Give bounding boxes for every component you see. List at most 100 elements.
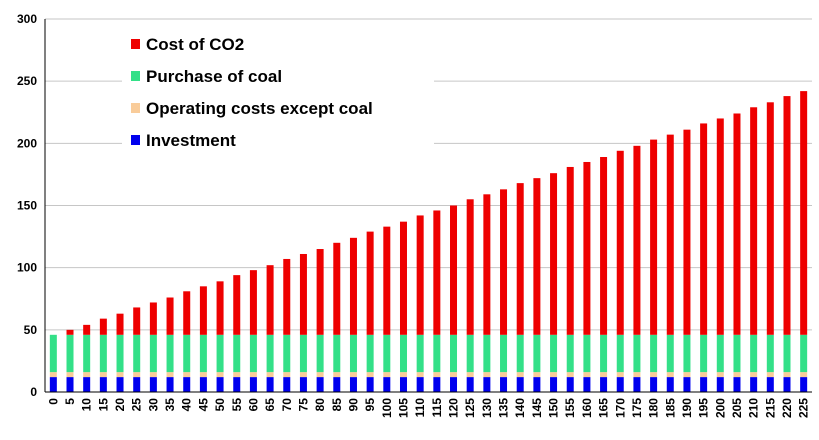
bar-cost-of-co2-100 — [383, 226, 391, 335]
x-tick-label-220: 220 — [780, 398, 794, 418]
bar-investment-185 — [666, 377, 674, 392]
bar-operating-costs-except-coal-135 — [500, 372, 508, 378]
bar-operating-costs-except-coal-50 — [216, 372, 224, 378]
bar-purchase-of-coal-30 — [149, 334, 157, 373]
bar-operating-costs-except-coal-115 — [433, 372, 441, 378]
bar-operating-costs-except-coal-145 — [533, 372, 541, 378]
bar-operating-costs-except-coal-105 — [399, 372, 407, 378]
y-tick-label-100: 100 — [17, 261, 37, 275]
bar-cost-of-co2-15 — [99, 318, 107, 335]
bar-cost-of-co2-205 — [733, 113, 741, 335]
legend-swatch-cost-of-co2 — [131, 39, 140, 49]
y-tick-label-0: 0 — [30, 385, 37, 399]
x-tick-label-40: 40 — [180, 398, 194, 412]
x-tick-label-110: 110 — [413, 398, 427, 418]
x-tick-label-55: 55 — [230, 398, 244, 412]
bar-cost-of-co2-30 — [149, 302, 157, 335]
bar-cost-of-co2-105 — [399, 221, 407, 335]
bar-cost-of-co2-10 — [83, 324, 91, 335]
bar-operating-costs-except-coal-80 — [316, 372, 324, 378]
bar-cost-of-co2-220 — [783, 96, 791, 335]
bar-cost-of-co2-175 — [633, 145, 641, 335]
legend-background — [122, 24, 434, 158]
bar-investment-190 — [683, 377, 691, 392]
bar-purchase-of-coal-0 — [49, 334, 57, 373]
bar-operating-costs-except-coal-205 — [733, 372, 741, 378]
bar-operating-costs-except-coal-120 — [450, 372, 458, 378]
x-tick-label-195: 195 — [697, 398, 711, 418]
x-tick-label-215: 215 — [763, 398, 777, 418]
y-tick-label-50: 50 — [24, 323, 38, 337]
bar-cost-of-co2-225 — [800, 91, 808, 335]
bar-operating-costs-except-coal-215 — [766, 372, 774, 378]
x-tick-label-65: 65 — [263, 398, 277, 412]
bar-cost-of-co2-120 — [450, 205, 458, 335]
bar-cost-of-co2-200 — [716, 118, 724, 335]
bar-operating-costs-except-coal-70 — [283, 372, 291, 378]
bar-purchase-of-coal-170 — [616, 334, 624, 373]
bar-cost-of-co2-170 — [616, 150, 624, 335]
bar-cost-of-co2-215 — [766, 102, 774, 335]
legend-swatch-purchase-of-coal — [131, 71, 140, 81]
bar-purchase-of-coal-45 — [199, 334, 207, 373]
y-tick-label-300: 300 — [17, 12, 37, 26]
bar-investment-80 — [316, 377, 324, 392]
axes — [44, 19, 812, 393]
bar-purchase-of-coal-180 — [650, 334, 658, 373]
bar-investment-170 — [616, 377, 624, 392]
bar-investment-60 — [249, 377, 257, 392]
bar-investment-150 — [550, 377, 558, 392]
bar-investment-125 — [466, 377, 474, 392]
bar-operating-costs-except-coal-60 — [249, 372, 257, 378]
bar-operating-costs-except-coal-160 — [583, 372, 591, 378]
bar-operating-costs-except-coal-155 — [566, 372, 574, 378]
y-tick-label-250: 250 — [17, 74, 37, 88]
bar-purchase-of-coal-140 — [516, 334, 524, 373]
bar-cost-of-co2-145 — [533, 178, 541, 335]
bar-investment-105 — [399, 377, 407, 392]
bar-cost-of-co2-90 — [349, 237, 357, 335]
bar-cost-of-co2-110 — [416, 215, 424, 335]
bar-operating-costs-except-coal-10 — [83, 372, 91, 378]
bar-investment-225 — [800, 377, 808, 392]
bar-investment-195 — [700, 377, 708, 392]
bar-cost-of-co2-190 — [683, 129, 691, 335]
bar-purchase-of-coal-225 — [800, 334, 808, 373]
bar-investment-75 — [299, 377, 307, 392]
bar-investment-45 — [199, 377, 207, 392]
legend: Cost of CO2 Purchase of coal Operating cos… — [122, 24, 434, 158]
x-tick-label-5: 5 — [63, 398, 77, 405]
x-tick-label-170: 170 — [613, 398, 627, 418]
bar-purchase-of-coal-50 — [216, 334, 224, 373]
bar-purchase-of-coal-105 — [399, 334, 407, 373]
bar-investment-90 — [349, 377, 357, 392]
bar-purchase-of-coal-60 — [249, 334, 257, 373]
bar-cost-of-co2-180 — [650, 139, 658, 335]
x-tick-label-125: 125 — [463, 398, 477, 418]
bar-cost-of-co2-70 — [283, 258, 291, 335]
legend-swatch-operating-costs-except-coal — [131, 103, 140, 113]
bar-operating-costs-except-coal-200 — [716, 372, 724, 378]
bar-investment-175 — [633, 377, 641, 392]
bar-investment-200 — [716, 377, 724, 392]
bar-purchase-of-coal-195 — [700, 334, 708, 373]
bar-cost-of-co2-95 — [366, 231, 374, 335]
bar-investment-70 — [283, 377, 291, 392]
bar-investment-50 — [216, 377, 224, 392]
bar-operating-costs-except-coal-125 — [466, 372, 474, 378]
bar-purchase-of-coal-190 — [683, 334, 691, 373]
bar-purchase-of-coal-205 — [733, 334, 741, 373]
bar-cost-of-co2-165 — [600, 157, 608, 335]
bar-operating-costs-except-coal-45 — [199, 372, 207, 378]
y-axis-ticks: 0 50 100 150 200 250 300 — [17, 12, 37, 399]
bar-operating-costs-except-coal-180 — [650, 372, 658, 378]
x-tick-label-175: 175 — [630, 398, 644, 418]
bar-purchase-of-coal-95 — [366, 334, 374, 373]
bar-investment-220 — [783, 377, 791, 392]
bar-investment-30 — [149, 377, 157, 392]
bar-investment-40 — [183, 377, 191, 392]
bar-investment-130 — [483, 377, 491, 392]
x-tick-label-30: 30 — [146, 398, 160, 412]
x-tick-label-105: 105 — [396, 398, 410, 418]
